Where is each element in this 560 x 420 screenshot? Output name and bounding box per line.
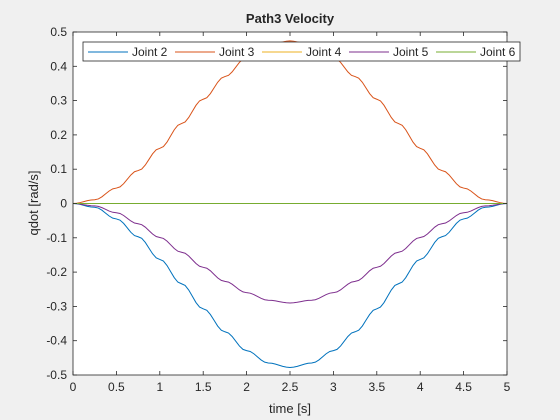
y-tick-label: -0.4: [46, 334, 67, 348]
y-tick-label: -0.2: [46, 265, 67, 279]
y-tick-label: 0.4: [50, 59, 67, 73]
x-tick-label: 1.5: [195, 380, 212, 394]
y-tick-label: 0.2: [50, 128, 67, 142]
series-line-1: [72, 203, 508, 368]
x-axis: 0 0.5 1 1.5 2 2.5 3 3.5 4 4.5 5: [70, 32, 511, 394]
legend-label: Joint 3: [219, 45, 255, 59]
y-tick-label: -0.1: [46, 231, 67, 245]
legend-label: Joint 4: [306, 45, 342, 59]
legend-label: Joint 6: [480, 45, 516, 59]
y-axis-label: qdot [rad/s]: [26, 170, 41, 235]
x-tick-label: 0.5: [108, 380, 125, 394]
y-tick-label: -0.5: [46, 368, 67, 382]
y-tick-label: 0: [60, 197, 67, 211]
y-tick-label: 0.5: [50, 25, 67, 39]
x-tick-label: 1: [156, 380, 163, 394]
x-tick-label: 2.5: [282, 380, 299, 394]
x-axis-label: time [s]: [269, 401, 311, 416]
x-tick-label: 3: [330, 380, 337, 394]
x-tick-label: 0: [70, 380, 77, 394]
y-tick-label: 0.1: [50, 162, 67, 176]
legend-label: Joint 2: [132, 45, 168, 59]
series-line-2: [72, 40, 508, 204]
legend: Joint 2 Joint 3 Joint 4 Joint 5 Joint 6: [82, 41, 521, 62]
x-tick-label: 4.5: [455, 380, 472, 394]
x-tick-label: 5: [504, 380, 511, 394]
chart-title: Path3 Velocity: [246, 11, 335, 26]
x-tick-label: 2: [243, 380, 250, 394]
y-tick-label: -0.3: [46, 299, 67, 313]
x-tick-label: 4: [417, 380, 424, 394]
y-tick-label: 0.3: [50, 94, 67, 108]
legend-label: Joint 5: [393, 45, 429, 59]
y-axis: -0.5 -0.4 -0.3 -0.2 -0.1 0 0.1 0.2 0.3 0.4 0.5: [46, 25, 507, 382]
series-line-4: [72, 203, 508, 304]
series-layer: [72, 40, 508, 368]
x-tick-label: 3.5: [368, 380, 385, 394]
